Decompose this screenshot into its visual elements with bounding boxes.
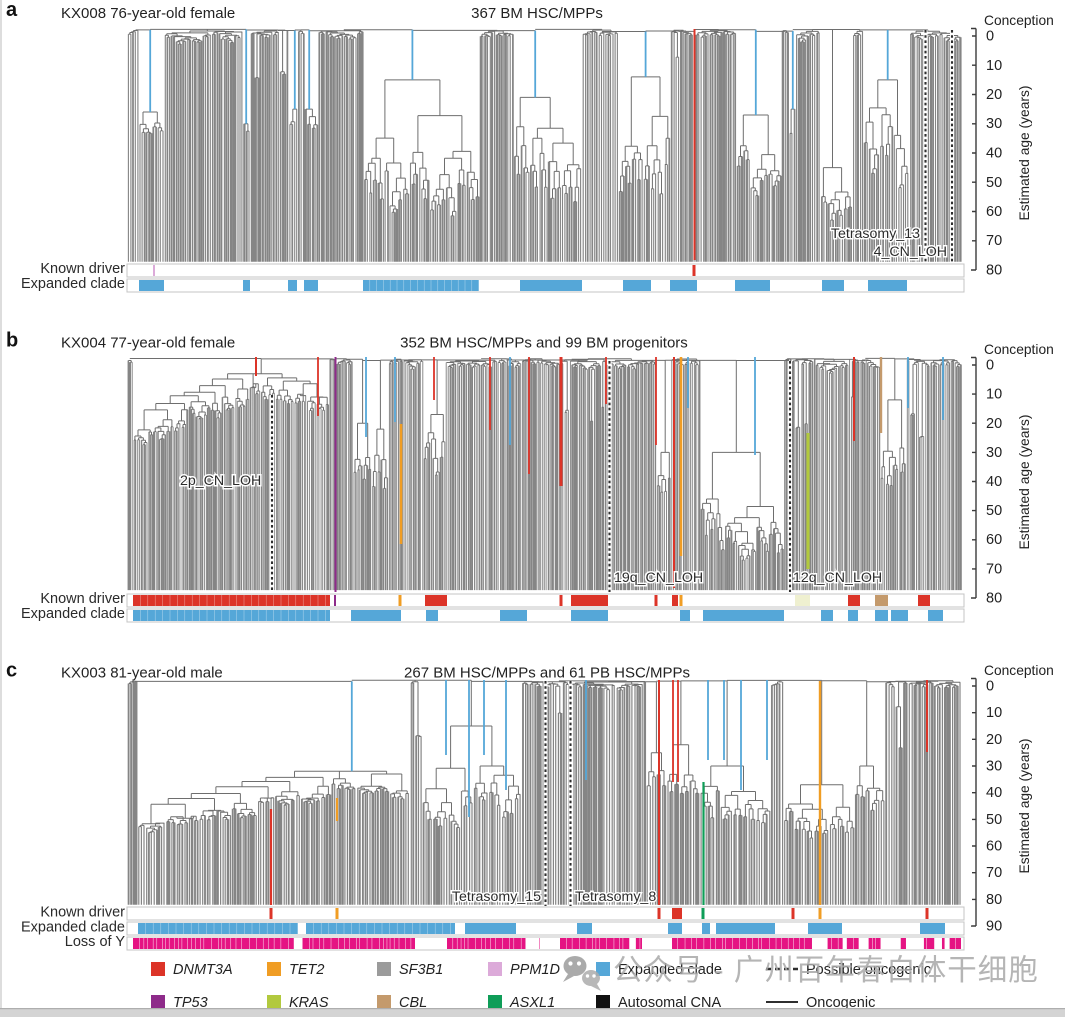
svg-text:267 BM HSC/MPPs and 61 PB HSC/: 267 BM HSC/MPPs and 61 PB HSC/MPPs xyxy=(404,665,690,682)
svg-text:30: 30 xyxy=(986,759,1002,775)
svg-text:公众号 - 广州百年春白体干细胞: 公众号 - 广州百年春白体干细胞 xyxy=(613,954,1039,987)
svg-text:Expanded clade: Expanded clade xyxy=(21,276,125,292)
svg-text:4_CN_LOH: 4_CN_LOH xyxy=(874,244,947,260)
svg-text:Tetrasomy_15: Tetrasomy_15 xyxy=(452,889,541,905)
svg-text:10: 10 xyxy=(986,387,1002,403)
svg-text:Known driver: Known driver xyxy=(40,261,125,277)
svg-text:12q_CN_LOH: 12q_CN_LOH xyxy=(793,570,882,586)
svg-text:Conception: Conception xyxy=(984,342,1054,357)
svg-text:DNMT3A: DNMT3A xyxy=(173,962,233,978)
svg-text:40: 40 xyxy=(986,146,1002,162)
svg-text:TP53: TP53 xyxy=(173,995,208,1011)
svg-text:a: a xyxy=(6,0,18,21)
svg-text:30: 30 xyxy=(986,116,1002,132)
svg-text:Estimated age (years): Estimated age (years) xyxy=(1017,86,1032,221)
svg-text:Estimated age (years): Estimated age (years) xyxy=(1017,739,1032,874)
svg-text:80: 80 xyxy=(986,892,1002,908)
svg-text:0: 0 xyxy=(986,679,994,695)
svg-text:0: 0 xyxy=(986,358,994,374)
svg-text:2p_CN_LOH: 2p_CN_LOH xyxy=(180,473,261,489)
svg-text:Tetrasomy_8: Tetrasomy_8 xyxy=(575,889,656,905)
svg-text:PPM1D: PPM1D xyxy=(510,962,560,978)
svg-text:60: 60 xyxy=(986,204,1002,220)
svg-text:50: 50 xyxy=(986,503,1002,519)
svg-text:50: 50 xyxy=(986,175,1002,191)
svg-text:70: 70 xyxy=(986,865,1002,881)
svg-text:90: 90 xyxy=(986,919,1002,935)
svg-text:10: 10 xyxy=(986,58,1002,74)
svg-text:30: 30 xyxy=(986,445,1002,461)
svg-text:20: 20 xyxy=(986,732,1002,748)
svg-text:40: 40 xyxy=(986,785,1002,801)
svg-text:c: c xyxy=(6,660,17,682)
svg-text:Loss of Y: Loss of Y xyxy=(65,934,126,950)
svg-text:20: 20 xyxy=(986,416,1002,432)
svg-text:KX004 77-year-old female: KX004 77-year-old female xyxy=(61,335,235,352)
svg-text:CBL: CBL xyxy=(399,995,427,1011)
svg-text:80: 80 xyxy=(986,591,1002,607)
svg-text:20: 20 xyxy=(986,87,1002,103)
svg-text:Known driver: Known driver xyxy=(40,905,125,921)
svg-text:50: 50 xyxy=(986,812,1002,828)
svg-text:ASXL1: ASXL1 xyxy=(509,995,555,1011)
svg-text:40: 40 xyxy=(986,474,1002,490)
svg-text:0: 0 xyxy=(986,29,994,45)
svg-text:Possible oncogenic: Possible oncogenic xyxy=(806,962,931,978)
svg-text:b: b xyxy=(6,330,18,352)
svg-text:KRAS: KRAS xyxy=(289,995,329,1011)
svg-text:Estimated age (years): Estimated age (years) xyxy=(1017,415,1032,550)
svg-text:60: 60 xyxy=(986,839,1002,855)
svg-text:60: 60 xyxy=(986,532,1002,548)
svg-text:Oncogenic: Oncogenic xyxy=(806,995,875,1011)
svg-text:Autosomal CNA: Autosomal CNA xyxy=(618,995,721,1011)
svg-text:Expanded clade: Expanded clade xyxy=(21,920,125,936)
svg-text:Tetrasomy_13: Tetrasomy_13 xyxy=(831,226,920,242)
svg-text:80: 80 xyxy=(986,263,1002,279)
svg-text:352 BM HSC/MPPs and 99 BM prog: 352 BM HSC/MPPs and 99 BM progenitors xyxy=(400,335,688,352)
svg-text:Expanded clade: Expanded clade xyxy=(618,962,722,978)
svg-text:KX008 76-year-old female: KX008 76-year-old female xyxy=(61,5,235,22)
svg-text:Known driver: Known driver xyxy=(40,591,125,607)
svg-text:70: 70 xyxy=(986,233,1002,249)
svg-text:Conception: Conception xyxy=(984,663,1054,678)
svg-text:70: 70 xyxy=(986,561,1002,577)
svg-text:10: 10 xyxy=(986,705,1002,721)
svg-text:Conception: Conception xyxy=(984,13,1054,28)
svg-text:SF3B1: SF3B1 xyxy=(399,962,443,978)
svg-text:TET2: TET2 xyxy=(289,962,324,978)
svg-text:KX003 81-year-old male: KX003 81-year-old male xyxy=(61,665,223,682)
svg-text:367 BM HSC/MPPs: 367 BM HSC/MPPs xyxy=(471,5,603,22)
svg-text:19q_CN_LOH: 19q_CN_LOH xyxy=(614,570,703,586)
svg-text:Expanded clade: Expanded clade xyxy=(21,606,125,622)
